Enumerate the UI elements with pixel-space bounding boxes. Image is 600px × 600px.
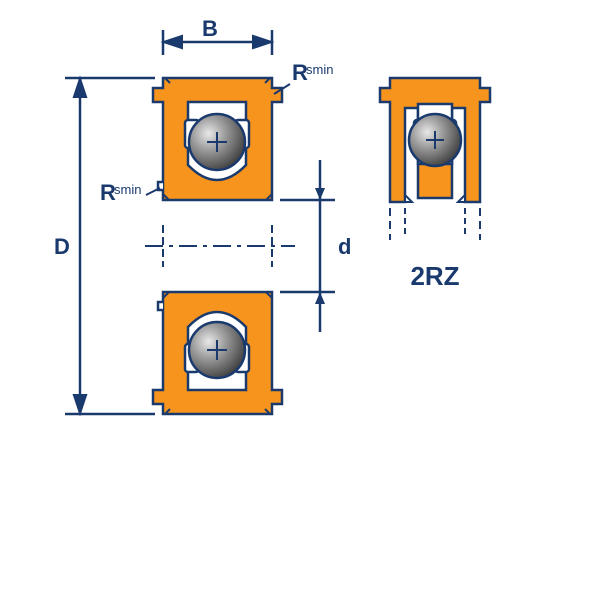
rz-detail: 2RZ <box>380 78 490 291</box>
label-d: d <box>338 234 351 259</box>
main-cross-section: B <box>54 16 351 414</box>
svg-text:smin: smin <box>306 62 333 77</box>
label-Rsmin-left: R smin <box>100 180 160 205</box>
svg-text:smin: smin <box>114 182 141 197</box>
label-B: B <box>202 16 218 41</box>
lower-race <box>153 292 282 414</box>
upper-race <box>153 78 282 200</box>
bearing-diagram: B <box>0 0 600 600</box>
label-Rsmin-top: R smin <box>274 60 333 94</box>
label-type: 2RZ <box>410 261 459 291</box>
label-D: D <box>54 234 70 259</box>
